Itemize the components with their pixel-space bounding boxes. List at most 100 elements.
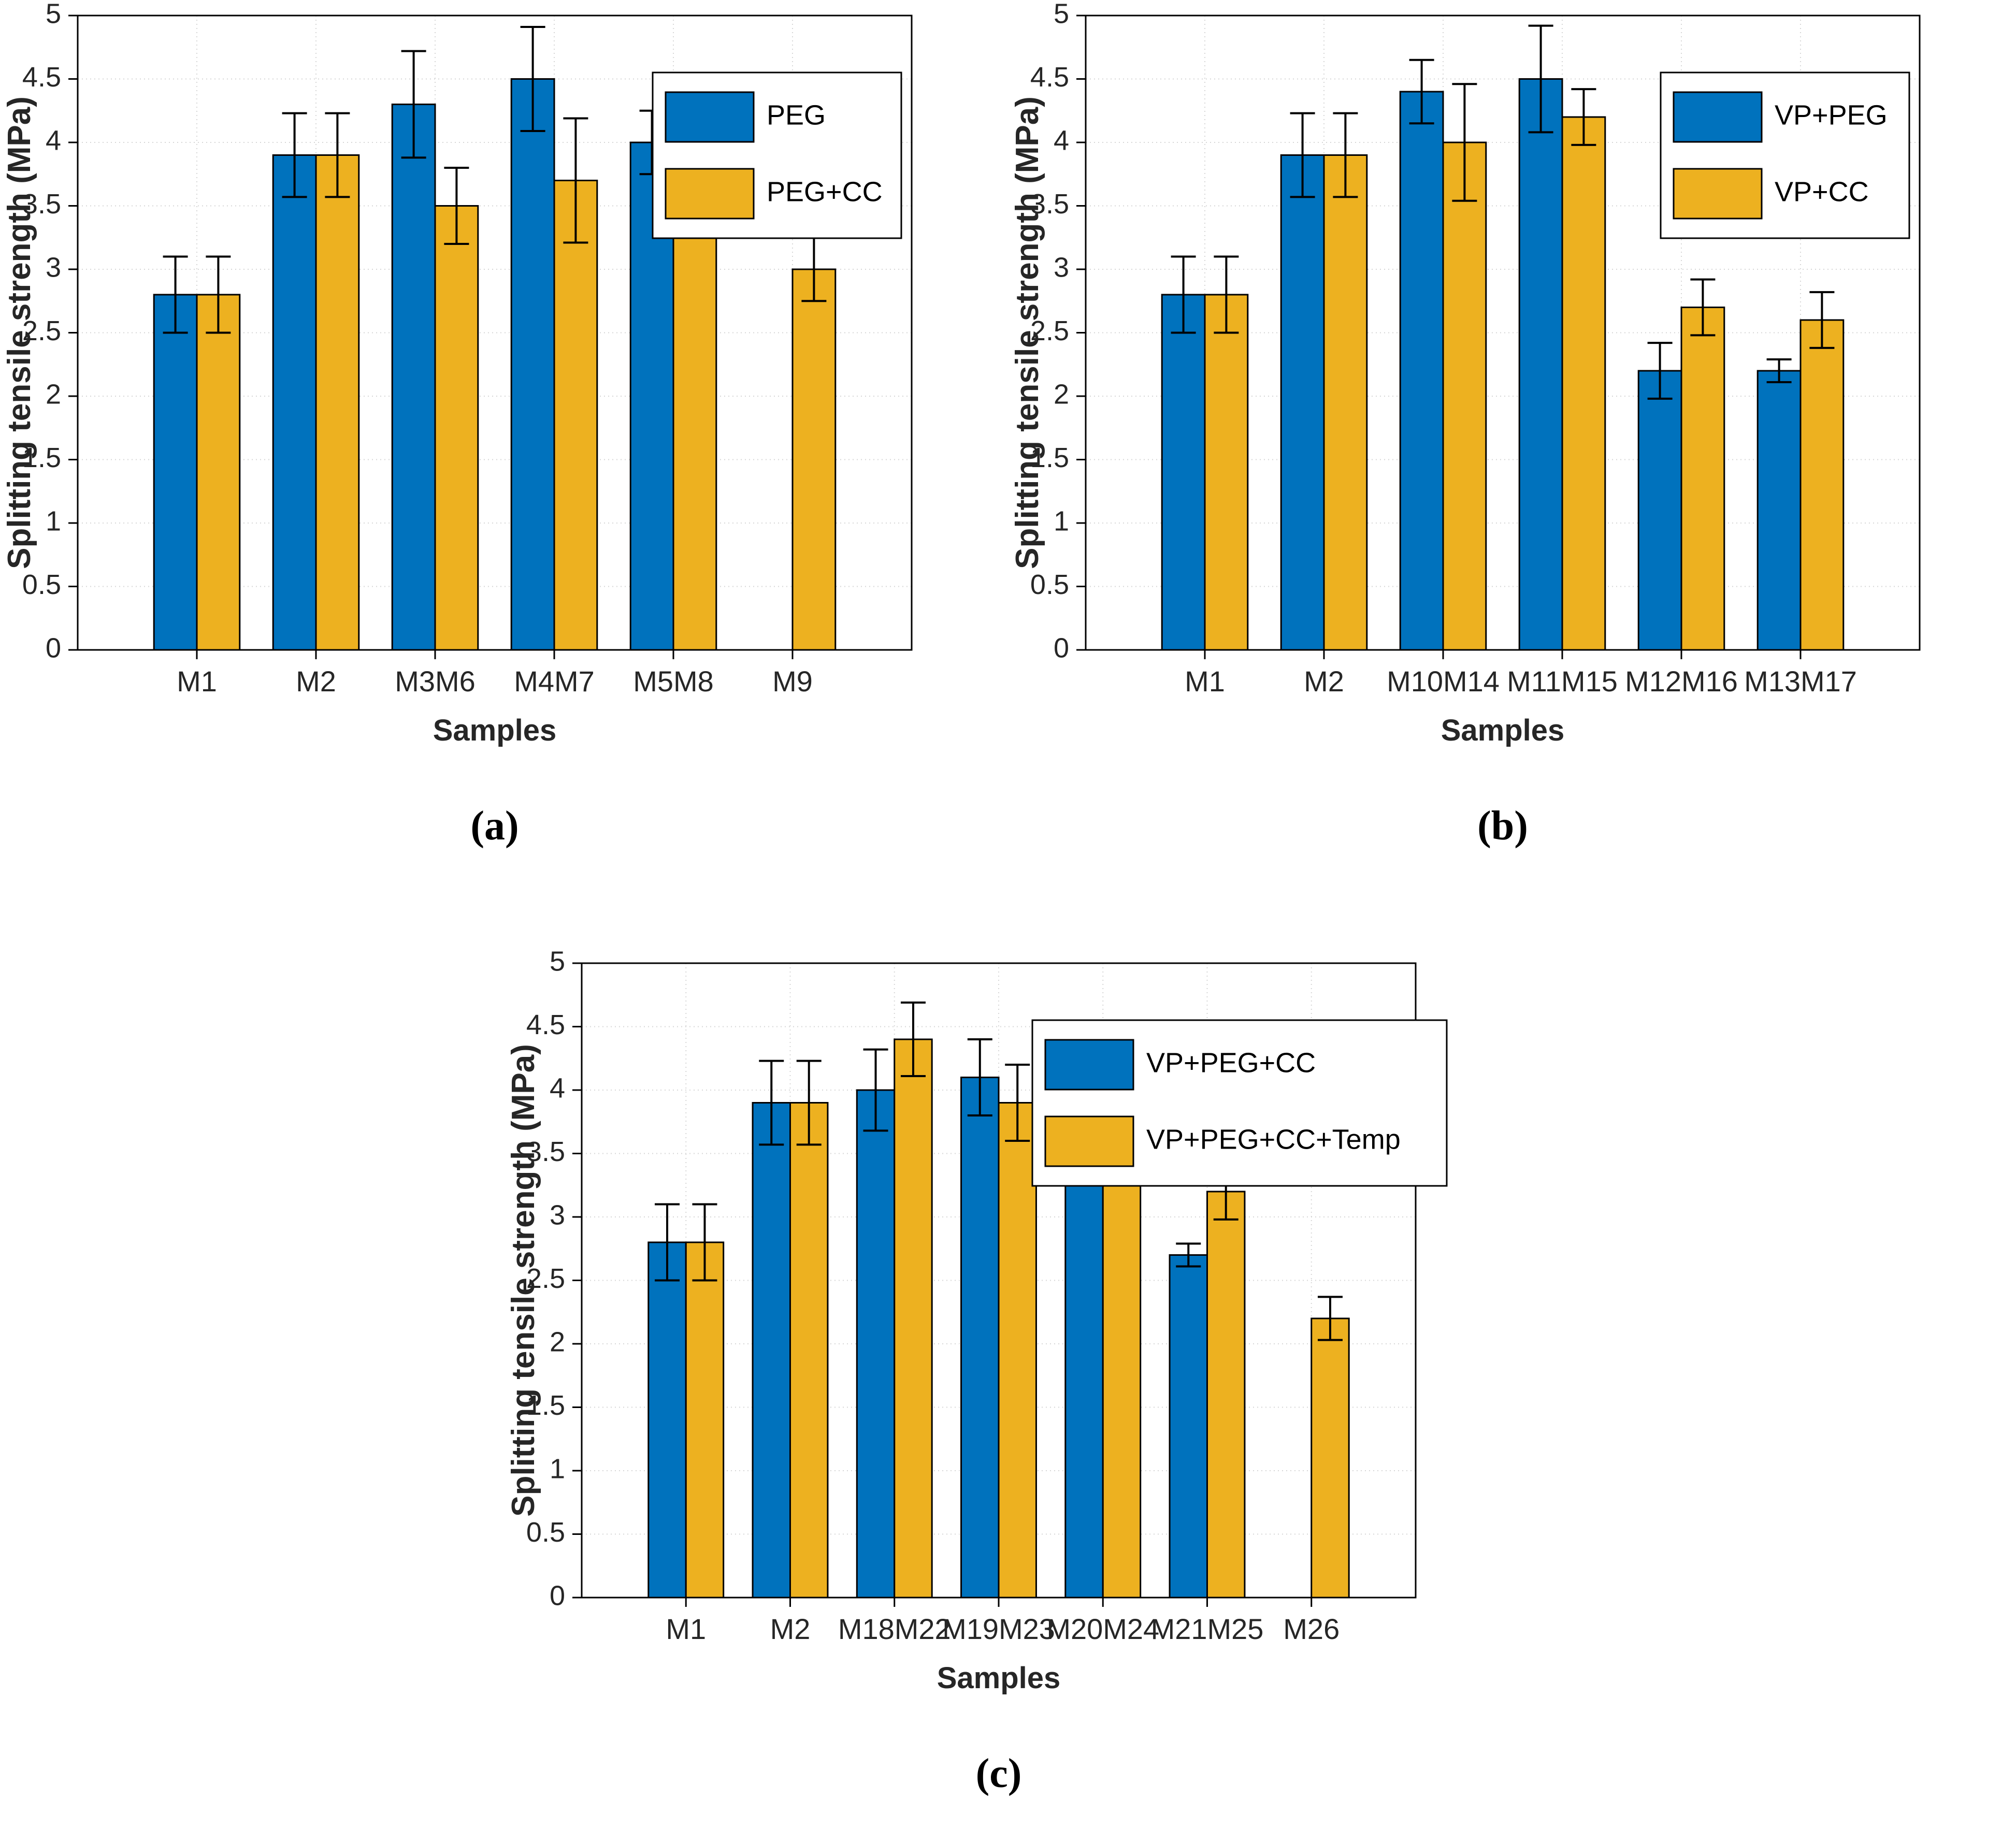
bar-VP+PEG+CC+Temp-M2 <box>789 1102 829 1599</box>
x-tick-label: M19M23 <box>942 1613 1055 1645</box>
legend-swatch-blue <box>1673 91 1763 143</box>
legend-swatch-blue <box>1044 1039 1134 1091</box>
bar-PEG+CC-M9 <box>791 268 837 651</box>
bar-VP+PEG-M1 <box>1161 294 1206 651</box>
y-tick-label: 1.5 <box>1030 442 1069 473</box>
legend-swatch-blue <box>665 91 755 143</box>
bar-chart-b: 0 0.5 1 1.5 2 2.5 3 3.5 4 4.5 5 M1 M2 M10M14 M11M15 M12… <box>1010 0 1921 747</box>
legend-label: VP+PEG+CC+Temp <box>1146 1124 1401 1155</box>
y-tick-label: 0 <box>550 1580 565 1611</box>
x-tick-label: M1 <box>1185 665 1225 698</box>
bar-VP+PEG+CC-M21M25 <box>1169 1254 1208 1599</box>
legend-label: VP+CC <box>1775 176 1869 207</box>
x-axis-label: Samples <box>433 714 557 747</box>
y-tick-label: 0.5 <box>22 569 61 600</box>
bar-VP+PEG+CC-M1 <box>647 1241 687 1599</box>
y-tick-label: 4 <box>46 125 61 156</box>
x-axis-label: Samples <box>1441 714 1565 747</box>
bar-VP+PEG-M12M16 <box>1637 370 1682 651</box>
y-tick-label: 3.5 <box>22 188 61 220</box>
x-tick-label: M11M15 <box>1507 665 1618 698</box>
x-tick-label: M1 <box>666 1613 706 1645</box>
panel-label-b: (b) <box>1477 803 1528 849</box>
x-tick-label: M2 <box>770 1613 811 1645</box>
legend-swatch-yellow <box>665 168 755 220</box>
legend-label: PEG+CC <box>767 176 883 207</box>
bar-PEG+CC-M2 <box>315 154 360 651</box>
bar-VP+CC-M1 <box>1204 294 1249 651</box>
bar-VP+CC-M11M15 <box>1561 116 1606 651</box>
y-tick-label: 2 <box>550 1326 565 1357</box>
y-tick-label: 4 <box>1054 125 1069 156</box>
legend-label: PEG <box>767 99 826 130</box>
x-tick-label: M18M22 <box>838 1613 951 1645</box>
y-tick-label: 0 <box>46 632 61 663</box>
y-tick-label: 3 <box>550 1199 565 1230</box>
y-axis-label: Splitting tensile strength (MPa) <box>2 96 37 569</box>
y-tick-label: 0.5 <box>1030 569 1069 600</box>
bar-VP+CC-M2 <box>1323 154 1368 651</box>
x-tick-label: M3M6 <box>395 665 476 698</box>
y-tick-label: 4.5 <box>1030 62 1069 93</box>
legend-label: VP+PEG+CC <box>1146 1047 1316 1078</box>
y-tick-label: 0.5 <box>526 1517 565 1548</box>
y-tick-label: 1.5 <box>22 442 61 473</box>
y-tick-label: 3.5 <box>1030 188 1069 220</box>
y-tick-label: 2 <box>1054 379 1069 410</box>
bar-PEG+CC-M4M7 <box>553 180 598 651</box>
y-tick-label: 4 <box>550 1072 565 1104</box>
chart-panel-b: 0 0.5 1 1.5 2 2.5 3 3.5 4 4.5 5 M1 M2 M10M14 M11M15 M12… <box>1008 0 2016 880</box>
bar-VP+PEG+CC+Temp-M19M23 <box>998 1102 1037 1599</box>
x-tick-label: M5M8 <box>633 665 714 698</box>
x-tick-label: M26 <box>1283 1613 1340 1645</box>
legend-swatch-yellow <box>1673 168 1763 220</box>
y-tick-label: 4.5 <box>526 1009 565 1040</box>
bar-VP+PEG+CC+Temp-M18M22 <box>894 1038 933 1599</box>
legend-swatch-yellow <box>1044 1115 1134 1167</box>
bar-VP+PEG-M2 <box>1280 154 1325 651</box>
y-tick-label: 2 <box>46 379 61 410</box>
y-axis-label: Splitting tensile strength (MPa) <box>506 1044 541 1517</box>
bar-PEG-M1 <box>153 294 198 651</box>
panel-label-a: (a) <box>470 803 519 849</box>
x-tick-label: M12M16 <box>1625 665 1738 698</box>
x-tick-label: M2 <box>296 665 336 698</box>
chart-panel-c: 0 0.5 1 1.5 2 2.5 3 3.5 4 4.5 5 M1 M2 M18M22 M19M23 M20… <box>504 948 1512 1828</box>
bar-PEG+CC-M3M6 <box>434 205 479 651</box>
bar-VP+CC-M12M16 <box>1680 307 1725 651</box>
bar-VP+CC-M13M17 <box>1799 319 1845 651</box>
x-tick-label: M13M17 <box>1744 665 1857 698</box>
y-tick-label: 5 <box>550 948 565 977</box>
y-tick-label: 2.5 <box>526 1263 565 1294</box>
y-tick-label: 3.5 <box>526 1136 565 1167</box>
y-tick-label: 5 <box>1054 0 1069 29</box>
x-tick-label: M9 <box>772 665 813 698</box>
bar-VP+PEG+CC-M2 <box>752 1102 791 1599</box>
bar-PEG-M2 <box>272 154 317 651</box>
y-tick-label: 1.5 <box>526 1390 565 1421</box>
panel-label-c: (c) <box>975 1751 1022 1796</box>
x-tick-label: M1 <box>177 665 217 698</box>
bar-PEG-M4M7 <box>510 78 555 651</box>
bar-VP+PEG-M11M15 <box>1518 78 1563 651</box>
y-tick-label: 4.5 <box>22 62 61 93</box>
bar-VP+PEG+CC-M20M24 <box>1064 1127 1104 1599</box>
x-tick-label: M10M14 <box>1387 665 1500 698</box>
bar-PEG-M3M6 <box>391 104 436 651</box>
y-tick-label: 3 <box>1054 252 1069 283</box>
y-tick-label: 2.5 <box>1030 315 1069 346</box>
x-tick-label: M4M7 <box>514 665 595 698</box>
bar-VP+PEG+CC-M18M22 <box>856 1089 896 1599</box>
bar-VP+PEG+CC+Temp-M1 <box>685 1241 725 1599</box>
bar-VP+PEG+CC-M19M23 <box>960 1077 1000 1599</box>
legend-label: VP+PEG <box>1775 99 1888 130</box>
x-tick-label: M20M24 <box>1046 1613 1159 1645</box>
y-tick-label: 0 <box>1054 632 1069 663</box>
x-axis-label: Samples <box>937 1661 1061 1695</box>
y-tick-label: 3 <box>46 252 61 283</box>
bar-PEG+CC-M1 <box>196 294 241 651</box>
bar-chart-c: 0 0.5 1 1.5 2 2.5 3 3.5 4 4.5 5 M1 M2 M18M22M19M23M20… <box>506 948 1448 1695</box>
y-tick-label: 2.5 <box>22 315 61 346</box>
x-tick-label: M2 <box>1304 665 1344 698</box>
bar-VP+PEG+CC+Temp-M26 <box>1311 1317 1350 1599</box>
